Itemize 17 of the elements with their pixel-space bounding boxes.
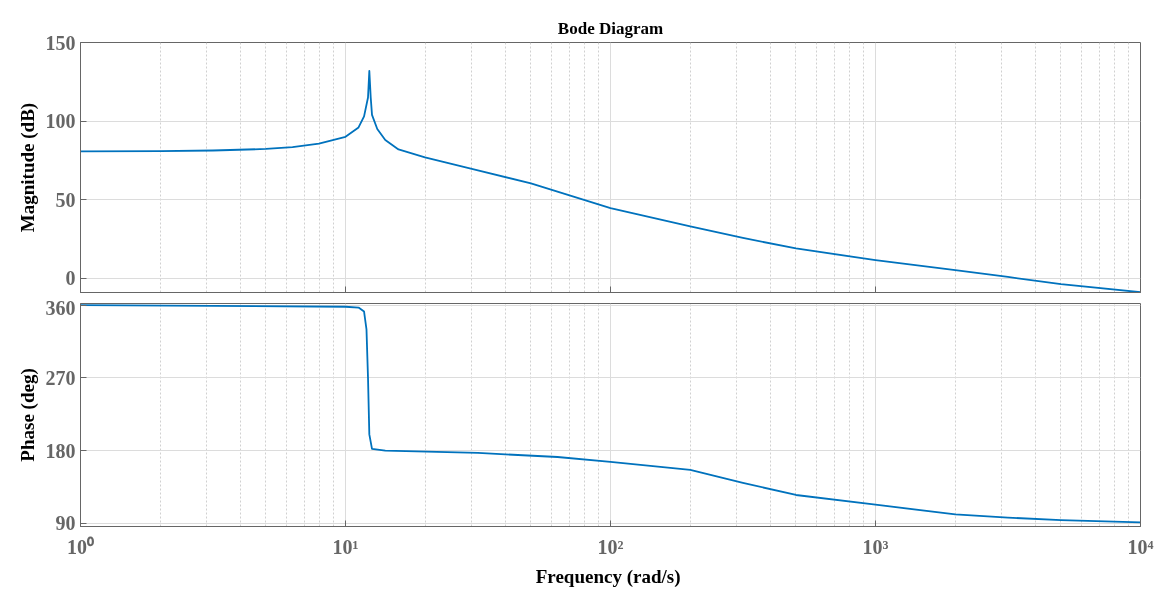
y-tick-label: 90 xyxy=(55,512,76,535)
y-tick-label: 0 xyxy=(65,267,76,290)
chart-title: Bode Diagram xyxy=(557,18,664,38)
y-tick-label: 50 xyxy=(55,188,76,211)
x-tick-label: 10³ xyxy=(862,535,889,558)
y-tick-label: 150 xyxy=(45,31,76,54)
y-tick-label: 270 xyxy=(45,366,76,389)
x-tick-label: 10⁰ xyxy=(67,535,94,558)
x-tick-label: 10¹ xyxy=(332,535,359,558)
y-tick-label: 100 xyxy=(45,110,76,133)
x-tick-label: 10⁴ xyxy=(1127,535,1154,558)
x-tick-label: 10² xyxy=(597,535,624,558)
y-tick-label: 180 xyxy=(45,439,76,462)
y-tick-label: 360 xyxy=(45,296,76,319)
y-axis-title: Magnitude (dB) xyxy=(16,102,39,233)
y-axis-title: Phase (deg) xyxy=(16,368,39,462)
x-axis-title: Frequency (rad/s) xyxy=(535,565,681,588)
